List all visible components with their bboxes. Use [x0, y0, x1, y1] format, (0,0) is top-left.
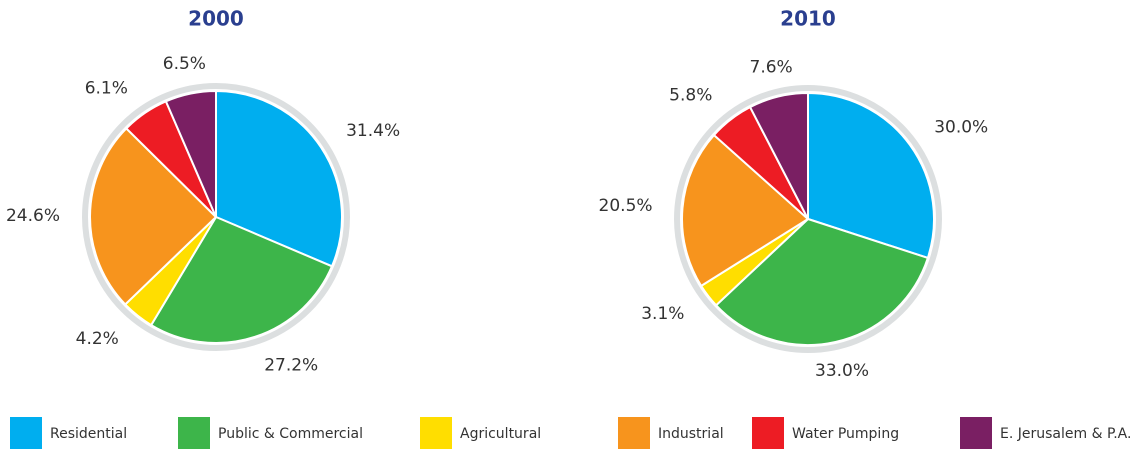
data-label: 7.6% — [750, 57, 793, 77]
pie-slice — [89, 127, 218, 306]
data-label: 30.0% — [934, 117, 988, 137]
legend-label: Public & Commercial — [218, 426, 363, 442]
pie-ring — [674, 85, 942, 353]
pie-slice — [681, 133, 810, 288]
legend-swatch — [420, 417, 452, 449]
data-label: 24.6% — [6, 206, 60, 226]
legend-swatch — [10, 417, 42, 449]
pie-ring — [82, 83, 350, 351]
legend-swatch — [752, 417, 784, 449]
data-label: 3.1% — [641, 304, 684, 324]
legend-label: E. Jerusalem & P.A. — [1000, 426, 1131, 442]
legend-swatch — [178, 417, 210, 449]
data-label: 4.2% — [76, 329, 119, 349]
legend-label: Agricultural — [460, 426, 541, 442]
data-label: 31.4% — [346, 121, 400, 141]
pie-slice — [215, 89, 343, 268]
data-label: 6.1% — [85, 78, 128, 98]
legend-label: Residential — [50, 426, 127, 442]
pie-slice — [164, 89, 217, 218]
chart-title: 2010 — [780, 7, 836, 31]
pie-slice — [748, 91, 809, 220]
data-label: 5.8% — [669, 86, 712, 106]
pie-slice — [149, 215, 334, 344]
data-label: 33.0% — [815, 361, 869, 381]
chart-title: 2000 — [188, 7, 244, 31]
legend-label: Water Pumping — [792, 426, 899, 442]
data-label: 6.5% — [163, 54, 206, 74]
pie-slice — [714, 217, 930, 346]
legend-label: Industrial — [658, 426, 724, 442]
data-label: 20.5% — [599, 196, 653, 216]
legend-swatch — [960, 417, 992, 449]
legend-swatch — [618, 417, 650, 449]
data-label: 27.2% — [264, 355, 318, 375]
pie-slice — [807, 91, 935, 260]
